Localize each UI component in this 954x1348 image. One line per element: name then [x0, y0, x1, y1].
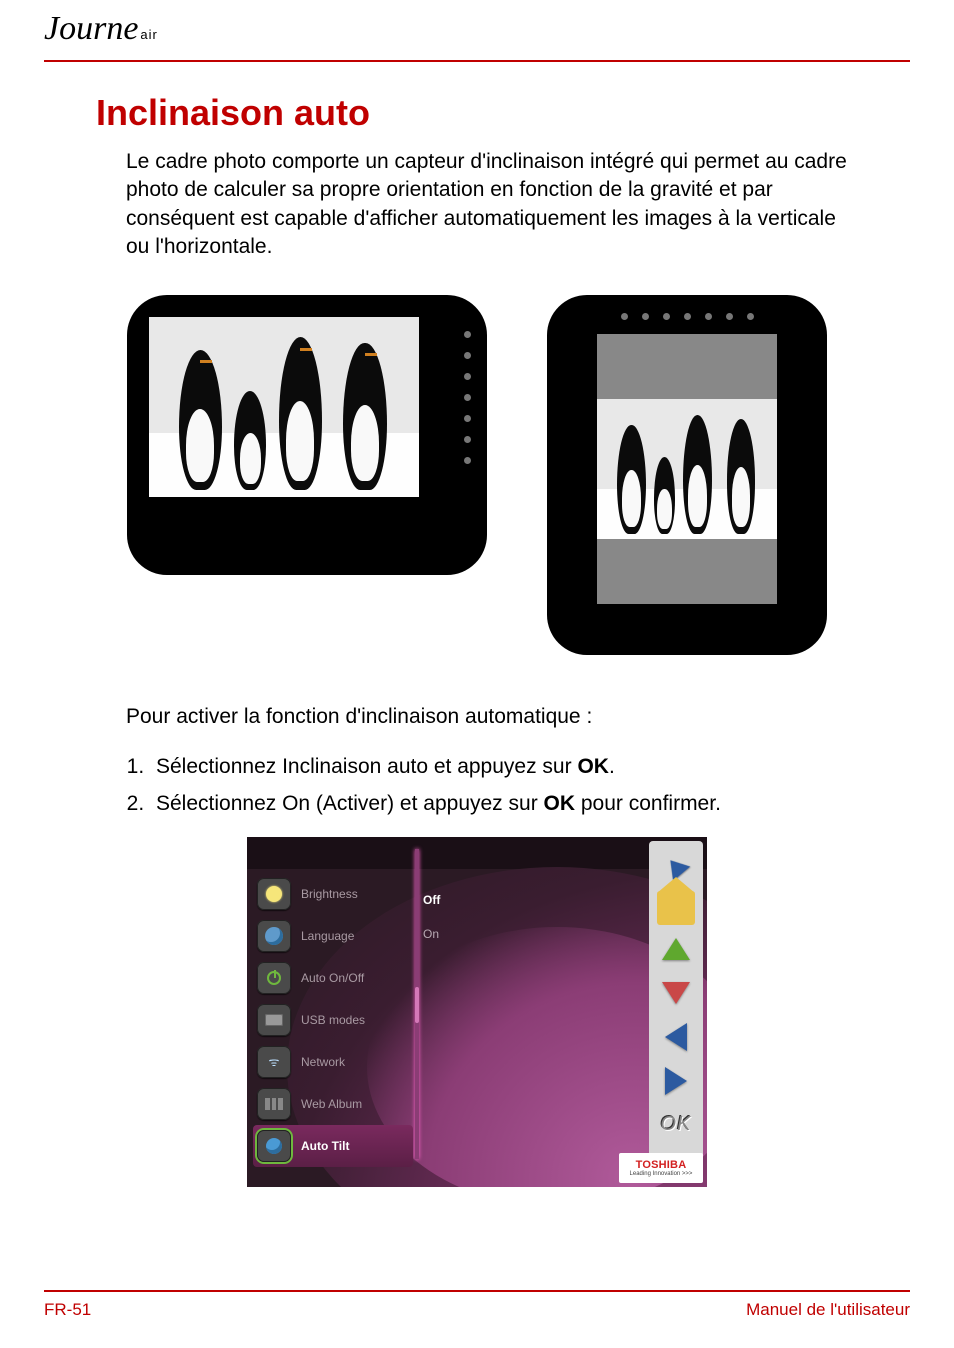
frame-button[interactable]: [684, 313, 691, 320]
menu-item-brightness[interactable]: Brightness: [253, 873, 413, 915]
frame-button[interactable]: [747, 313, 754, 320]
frame-button[interactable]: [464, 415, 471, 422]
page-number: FR-51: [44, 1300, 91, 1320]
ui-sidebar: Brightness Language Auto On/Off USB mode…: [253, 873, 413, 1187]
frame-button[interactable]: [464, 394, 471, 401]
photo-frame-horizontal: [127, 295, 487, 575]
footer-rule: [44, 1290, 910, 1292]
menu-item-language[interactable]: Language: [253, 915, 413, 957]
frame-button[interactable]: [621, 313, 628, 320]
step-item: Sélectionnez On (Activer) et appuyez sur…: [150, 787, 864, 821]
logo: Journeair: [44, 10, 158, 47]
logo-sub: air: [140, 27, 157, 42]
header-rule: [44, 60, 910, 62]
page-header: Journeair: [0, 0, 954, 64]
page-title: Inclinaison auto: [96, 92, 864, 134]
brand-tagline: Leading Innovation >>>: [630, 1171, 693, 1177]
frame-button[interactable]: [464, 457, 471, 464]
frame-screen-h: [149, 317, 419, 497]
menu-label: Web Album: [301, 1097, 362, 1111]
nav-down-button[interactable]: [655, 973, 697, 1013]
frame-button[interactable]: [642, 313, 649, 320]
frame-button[interactable]: [464, 352, 471, 359]
ui-scrollbar-thumb[interactable]: [415, 987, 419, 1023]
manual-title: Manuel de l'utilisateur: [746, 1300, 910, 1320]
album-icon: [257, 1088, 291, 1120]
ui-options: Off On: [423, 883, 543, 951]
frame-button[interactable]: [726, 313, 733, 320]
menu-label: USB modes: [301, 1013, 365, 1027]
brand-block: TOSHIBA Leading Innovation >>>: [619, 1153, 703, 1183]
frame-button[interactable]: [464, 436, 471, 443]
frames-row: [90, 295, 864, 655]
logo-main: Journe: [44, 10, 138, 47]
tilt-icon: [257, 1130, 291, 1162]
menu-label: Brightness: [301, 887, 358, 901]
ui-topbar: [247, 837, 707, 869]
photo-frame-vertical: [547, 295, 827, 655]
menu-item-network[interactable]: ᯤ Network: [253, 1041, 413, 1083]
menu-item-auto-tilt[interactable]: Auto Tilt: [253, 1125, 413, 1167]
nav-ok-button[interactable]: OK: [655, 1105, 697, 1145]
menu-item-web-album[interactable]: Web Album: [253, 1083, 413, 1125]
menu-item-auto-onoff[interactable]: Auto On/Off: [253, 957, 413, 999]
menu-item-usb[interactable]: USB modes: [253, 999, 413, 1041]
option-off[interactable]: Off: [423, 883, 543, 917]
step-item: Sélectionnez Inclinaison auto et appuyez…: [150, 750, 864, 784]
frame-v-buttons: [569, 313, 805, 320]
frame-h-buttons: [464, 331, 471, 464]
nav-right-button[interactable]: [655, 1061, 697, 1101]
network-icon: ᯤ: [257, 1046, 291, 1078]
device-ui-screenshot: Brightness Language Auto On/Off USB mode…: [247, 837, 707, 1187]
page-footer: FR-51 Manuel de l'utilisateur: [44, 1300, 910, 1320]
nav-up-button[interactable]: [655, 929, 697, 969]
page: Journeair Inclinaison auto Le cadre phot…: [0, 0, 954, 1348]
penguins-image: [597, 399, 777, 539]
frame-button[interactable]: [705, 313, 712, 320]
instructions: Pour activer la fonction d'inclinaison a…: [90, 703, 864, 821]
content: Inclinaison auto Le cadre photo comporte…: [0, 64, 954, 1187]
penguins-image: [149, 317, 419, 497]
nav-left-button[interactable]: [655, 1017, 697, 1057]
ui-scrollbar[interactable]: [415, 887, 419, 1007]
usb-icon: [257, 1004, 291, 1036]
frame-button[interactable]: [464, 373, 471, 380]
menu-label: Auto Tilt: [301, 1139, 349, 1153]
frame-screen-v: [597, 334, 777, 604]
menu-label: Network: [301, 1055, 345, 1069]
lead-text: Pour activer la fonction d'inclinaison a…: [126, 703, 864, 731]
brightness-icon: [257, 878, 291, 910]
frame-button[interactable]: [663, 313, 670, 320]
intro-paragraph: Le cadre photo comporte un capteur d'inc…: [126, 148, 864, 261]
frame-button[interactable]: [464, 331, 471, 338]
ui-screenshot-wrap: Brightness Language Auto On/Off USB mode…: [90, 837, 864, 1187]
brand-name: TOSHIBA: [636, 1159, 687, 1171]
ui-nav-panel: OK: [649, 841, 703, 1183]
steps-list: Sélectionnez Inclinaison auto et appuyez…: [150, 750, 864, 821]
option-on[interactable]: On: [423, 917, 543, 951]
nav-home-button[interactable]: [657, 891, 695, 925]
menu-label: Auto On/Off: [301, 971, 364, 985]
globe-icon: [257, 920, 291, 952]
power-icon: [257, 962, 291, 994]
menu-label: Language: [301, 929, 354, 943]
